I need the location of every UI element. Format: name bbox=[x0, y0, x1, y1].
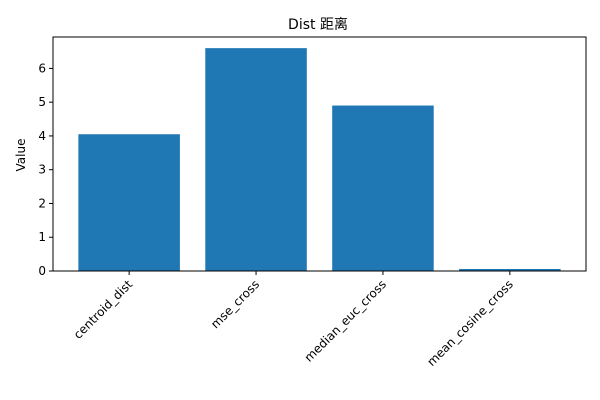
x-tick-label: median_euc_cross bbox=[302, 277, 389, 364]
bar-mse_cross bbox=[205, 48, 307, 272]
bar-median_euc_cross bbox=[332, 105, 434, 271]
x-tick-label: mse_cross bbox=[208, 277, 262, 331]
x-axis-ticks: centroid_dist mse_cross median_euc_cross me… bbox=[71, 271, 516, 369]
y-tick-label: 2 bbox=[38, 196, 46, 210]
y-tick-label: 6 bbox=[38, 61, 46, 75]
y-axis-label: Value bbox=[14, 139, 28, 172]
y-tick-label: 5 bbox=[38, 95, 46, 109]
bars-group bbox=[78, 48, 561, 272]
x-tick-label: mean_cosine_cross bbox=[424, 277, 516, 369]
bar-mean_cosine_cross bbox=[459, 268, 561, 271]
y-tick-label: 3 bbox=[38, 163, 46, 177]
chart-title: Dist 距离 bbox=[288, 16, 348, 33]
x-tick-label: centroid_dist bbox=[71, 277, 136, 342]
y-tick-label: 4 bbox=[38, 129, 46, 143]
bar-centroid_dist bbox=[78, 134, 180, 271]
y-tick-label: 1 bbox=[38, 230, 46, 244]
y-tick-label: 0 bbox=[38, 264, 46, 278]
plot-area-frame bbox=[52, 36, 587, 272]
y-axis-ticks: 0 1 2 3 4 5 6 bbox=[38, 61, 53, 278]
